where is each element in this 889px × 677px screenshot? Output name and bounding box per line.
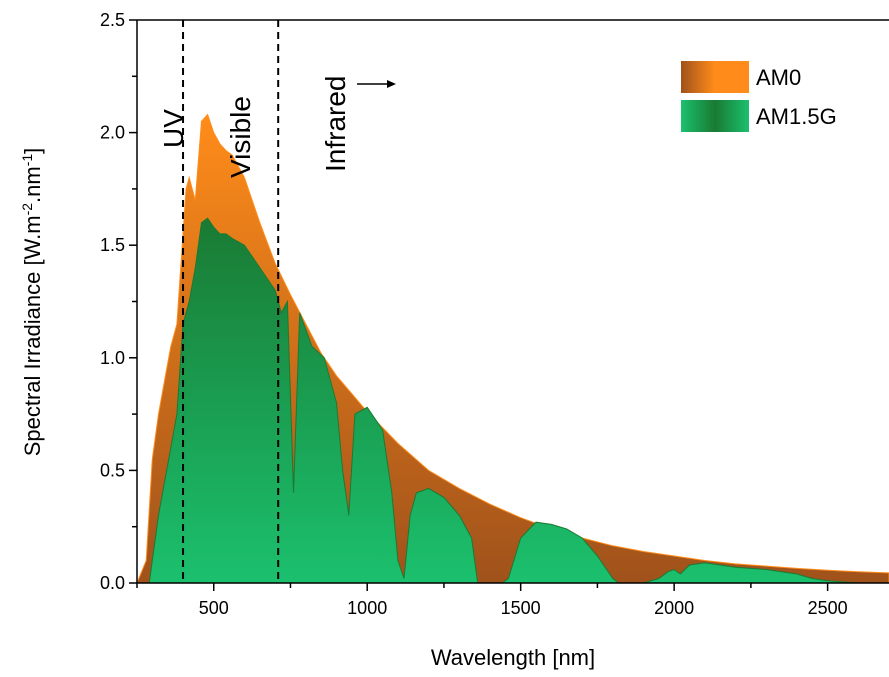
- legend-label-am15g: AM1.5G: [756, 104, 837, 129]
- legend-swatch-am15g: [681, 100, 749, 132]
- legend-label-am0: AM0: [756, 65, 801, 90]
- region-label-infrared: Infrared: [320, 76, 351, 173]
- arrow-right-icon: [357, 80, 396, 88]
- x-tick-label: 2000: [654, 598, 694, 618]
- x-tick-label: 1000: [347, 598, 387, 618]
- y-tick-label: 2.0: [100, 123, 125, 143]
- legend: AM0 AM1.5G: [681, 61, 837, 132]
- y-axis-title: Spectral Irradiance [W.m-2.nm-1]: [19, 148, 45, 457]
- x-tick-label: 500: [199, 598, 229, 618]
- y-tick-label: 2.5: [100, 10, 125, 30]
- y-tick-label: 1.5: [100, 235, 125, 255]
- legend-swatch-am0: [681, 61, 749, 93]
- series-area-am15g: [137, 217, 889, 583]
- y-tick-label: 1.0: [100, 348, 125, 368]
- y-tick-label: 0.5: [100, 460, 125, 480]
- region-label-uv: UV: [158, 109, 189, 148]
- y-tick-label: 0.0: [100, 573, 125, 593]
- region-label-visible: Visible: [225, 96, 256, 178]
- x-axis-title: Wavelength [nm]: [431, 645, 595, 670]
- x-tick-label: 1500: [501, 598, 541, 618]
- x-tick-label: 2500: [808, 598, 848, 618]
